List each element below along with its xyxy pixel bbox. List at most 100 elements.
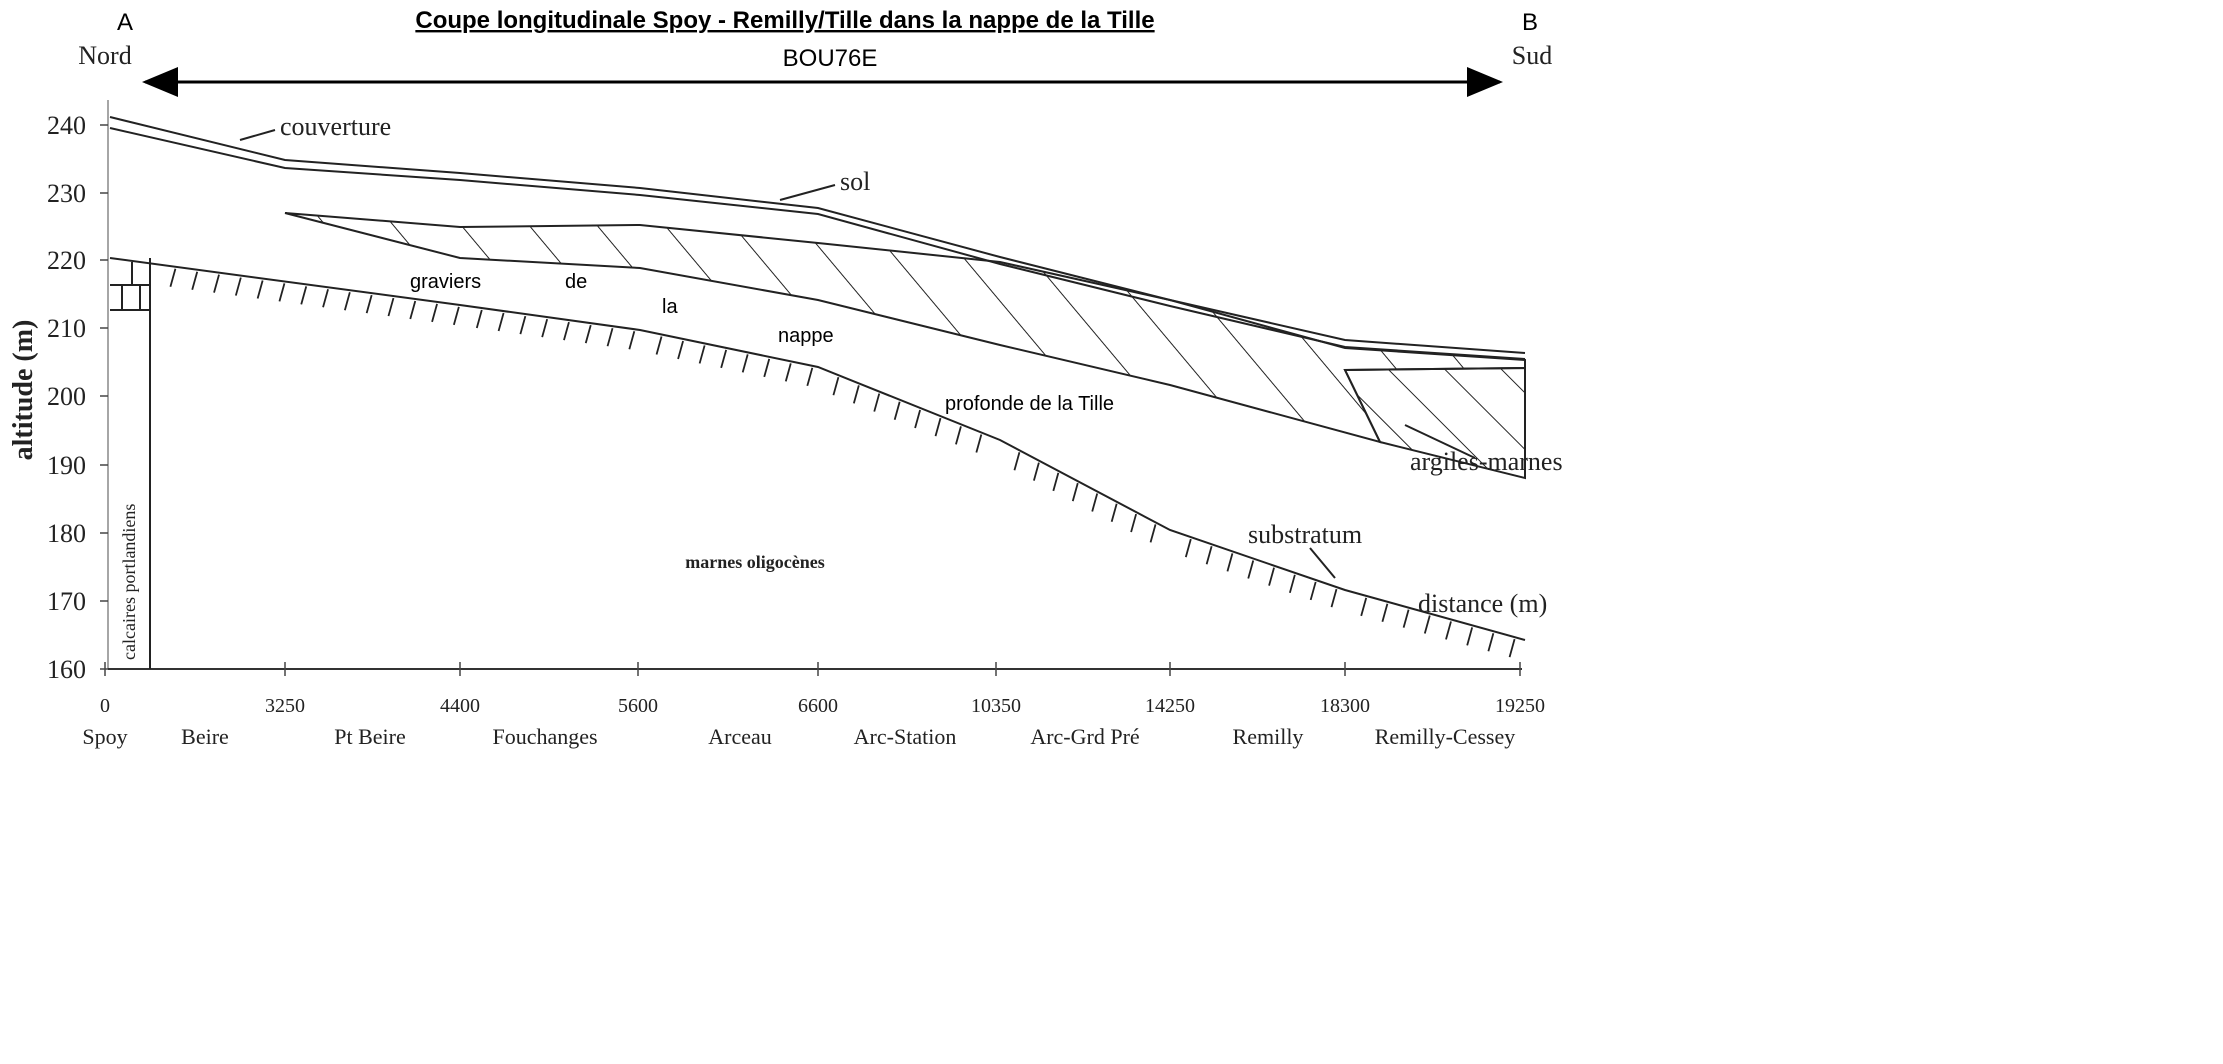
place-label: Arceau (708, 724, 772, 749)
place-label: Beire (181, 724, 229, 749)
hatch-tick (432, 304, 437, 322)
surface-top (110, 117, 1525, 353)
hatch-tick (854, 385, 859, 403)
x-tick-label: 4400 (440, 695, 480, 717)
point-label: A (117, 9, 133, 36)
substratum-line (110, 258, 1525, 640)
layer-label: profonde de la Tille (945, 393, 1114, 415)
hatch-tick (301, 286, 306, 304)
x-tick-label: 10350 (971, 695, 1021, 717)
hatch-tick (936, 418, 941, 436)
hatch-tick (976, 435, 981, 453)
hatch-tick (874, 394, 879, 412)
place-label: Fouchanges (492, 724, 597, 749)
place-label: Pt Beire (334, 724, 406, 749)
hatch-tick (743, 354, 748, 372)
hatch-tick (170, 269, 175, 287)
layer-label: argiles-marnes (1410, 447, 1563, 476)
hatch-tick (323, 289, 328, 307)
hatch-tick (1248, 561, 1253, 579)
title: Coupe longitudinale Spoy - Remilly/Tille… (415, 7, 1154, 34)
limestone-hatch (110, 262, 150, 310)
hatch-tick (1467, 627, 1472, 645)
hatch-tick (1186, 539, 1191, 557)
hatch-tick (1425, 616, 1430, 634)
hatch-tick (499, 313, 504, 331)
leader (240, 130, 275, 140)
gravel-layer (285, 213, 1525, 442)
layer-label: de (565, 271, 587, 293)
hatch-tick (678, 341, 683, 359)
hatch-tick (1207, 546, 1212, 564)
hatch-tick (1131, 514, 1136, 532)
hatch-tick (629, 331, 634, 349)
x-tick-label: 18300 (1320, 695, 1370, 717)
hatch-tick (477, 310, 482, 328)
layer-label: marnes oligocènes (685, 552, 824, 572)
layer-label: la (662, 296, 678, 318)
hatch-tick (1073, 483, 1078, 501)
hatch-tick (1269, 568, 1274, 586)
hatch-tick (542, 319, 547, 337)
leader (780, 185, 835, 200)
hatch-tick (236, 278, 241, 296)
hatch-tick (1014, 452, 1019, 470)
direction-label: BOU76E (783, 45, 878, 72)
hatch-tick (721, 350, 726, 368)
leader (1310, 548, 1335, 578)
hatch-tick (895, 402, 900, 420)
point-label: B (1522, 9, 1538, 36)
y-tick-label: 180 (47, 519, 86, 548)
place-label: Arc-Grd Pré (1030, 724, 1139, 749)
direction-end: Sud (1512, 41, 1552, 70)
hatch-tick (1053, 473, 1058, 491)
hatch-tick (700, 345, 705, 363)
hatch-tick (1331, 589, 1336, 607)
hatch-tick (915, 410, 920, 428)
hatch-tick (1112, 504, 1117, 522)
place-label: Remilly-Cessey (1375, 724, 1516, 749)
place-label: Arc-Station (854, 724, 957, 749)
hatch-tick (833, 377, 838, 395)
y-tick-label: 220 (47, 246, 86, 275)
hatch-tick (410, 301, 415, 319)
layer-label: graviers (410, 271, 481, 293)
layer-label: nappe (778, 325, 834, 347)
hatch-tick (786, 363, 791, 381)
hatch-tick (1151, 524, 1156, 542)
y-tick-label: 230 (47, 179, 86, 208)
hatch-tick (608, 328, 613, 346)
y-tick-label: 240 (47, 111, 86, 140)
hatch-tick (345, 292, 350, 310)
hatch-tick (807, 368, 812, 386)
hatch-tick (388, 298, 393, 316)
layer-label: substratum (1248, 520, 1362, 549)
hatch-tick (367, 295, 372, 313)
hatch-tick (214, 275, 219, 293)
cross-section: A B Coupe longitudinale Spoy - Remilly/T… (0, 0, 2223, 1064)
hatch-tick (454, 307, 459, 325)
hatch-tick (1404, 610, 1409, 628)
x-tick-label: 5600 (618, 695, 658, 717)
hatch-tick (1382, 604, 1387, 622)
hatch-tick (1227, 553, 1232, 571)
hatch-tick (1092, 493, 1097, 511)
hatch-tick (1510, 639, 1515, 657)
layer-label: calcaires portlandiens (119, 504, 139, 660)
place-label: Spoy (82, 724, 127, 749)
y-tick-label: 210 (47, 314, 86, 343)
x-axis-label: distance (m) (1418, 589, 1547, 618)
hatch-tick (1311, 582, 1316, 600)
hatch-tick (564, 322, 569, 340)
hatch-tick (586, 325, 591, 343)
x-tick-label: 3250 (265, 695, 305, 717)
x-tick-label: 0 (100, 695, 110, 717)
place-label: Remilly (1233, 724, 1304, 749)
hatch-tick (279, 283, 284, 301)
hatch-tick (1361, 598, 1366, 616)
y-tick-label: 190 (47, 451, 86, 480)
hatch-tick (1488, 633, 1493, 651)
direction-start: Nord (78, 41, 131, 70)
hatch-tick (657, 336, 662, 354)
